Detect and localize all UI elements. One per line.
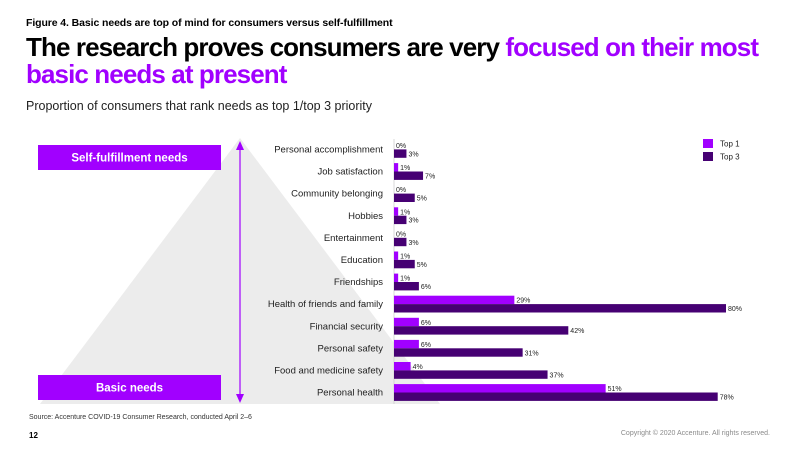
bar-top3 — [394, 370, 548, 379]
data-label-top1: 4% — [413, 364, 423, 371]
bar-top3 — [394, 237, 407, 247]
data-label-top3: 37% — [550, 372, 564, 379]
data-label-top3: 3% — [408, 151, 418, 158]
bar-top3 — [394, 348, 523, 357]
data-label-top1: 6% — [421, 342, 431, 349]
category-label: Food and medicine safety — [274, 366, 383, 377]
category-label: Education — [341, 255, 383, 266]
legend-label-top3: Top 3 — [720, 153, 740, 162]
data-label-top3: 7% — [425, 174, 435, 181]
category-label: Personal safety — [318, 343, 384, 354]
source-note: Source: Accenture COVID-19 Consumer Rese… — [29, 414, 252, 421]
data-label-top3: 5% — [417, 262, 427, 269]
bar-top3 — [394, 215, 407, 225]
data-label-top3: 42% — [570, 328, 584, 335]
category-label: Entertainment — [324, 233, 384, 244]
data-label-top1: 1% — [400, 165, 410, 172]
data-label-top3: 5% — [417, 196, 427, 203]
data-label-top1: 6% — [421, 320, 431, 327]
bar-top3 — [394, 326, 569, 335]
legend-swatch-top3 — [703, 152, 713, 161]
bar-top1 — [394, 384, 606, 393]
category-label: Health of friends and family — [268, 299, 383, 310]
bar-top3 — [394, 282, 419, 291]
bar-top1 — [394, 251, 399, 260]
bottom-label-box — [38, 375, 221, 400]
category-label: Financial security — [310, 321, 384, 332]
bar-top1 — [394, 317, 419, 327]
bar-top1 — [394, 362, 411, 371]
data-label-top3: 80% — [728, 306, 742, 313]
category-label: Personal health — [317, 388, 383, 399]
headline-accent: focused on their most basic needs at pre… — [26, 32, 759, 89]
data-label-top1: 0% — [396, 143, 406, 150]
bottom-label-text: Basic needs — [96, 383, 163, 395]
data-label-top1: 0% — [396, 231, 406, 238]
data-label-top1: 51% — [608, 386, 622, 393]
chart-subtitle: Proportion of consumers that rank needs … — [26, 99, 373, 113]
bar-top1 — [394, 295, 515, 305]
data-label-top1: 1% — [400, 276, 410, 283]
legend-label-top1: Top 1 — [720, 140, 740, 149]
category-label: Community belonging — [291, 189, 383, 200]
top-label-box — [38, 145, 221, 170]
bar-top3 — [394, 193, 415, 202]
bar-top3 — [394, 259, 415, 269]
bar-top1 — [394, 339, 419, 349]
bar-top3 — [394, 304, 726, 313]
headline-text: The research proves consumers are very — [26, 32, 506, 62]
bar-top3 — [394, 392, 718, 401]
data-label-top3: 3% — [408, 218, 418, 225]
page-number: 12 — [29, 431, 38, 440]
bar-top3 — [394, 149, 407, 158]
top-label-text: Self-fulfillment needs — [71, 153, 187, 165]
legend-swatch-top1 — [703, 139, 713, 148]
data-label-top1: 1% — [400, 254, 410, 261]
data-label-top3: 78% — [720, 395, 734, 402]
data-label-top1: 0% — [396, 187, 406, 194]
category-label: Job satisfaction — [318, 167, 383, 178]
arrow-down-head — [236, 394, 244, 403]
copyright-note: Copyright © 2020 Accenture. All rights r… — [620, 430, 770, 437]
data-label-top3: 6% — [421, 284, 431, 291]
category-label: Friendships — [334, 277, 383, 288]
data-label-top3: 31% — [525, 350, 539, 357]
data-label-top3: 3% — [408, 240, 418, 247]
data-label-top1: 1% — [400, 209, 410, 216]
headline: The research proves consumers are very f… — [26, 34, 786, 88]
bar-top3 — [394, 171, 424, 180]
bar-top1 — [394, 163, 399, 172]
arrow-up-head — [236, 141, 244, 150]
needs-chart: Self-fulfillment needs Basic needs Persona… — [38, 138, 742, 404]
data-label-top1: 29% — [516, 298, 530, 305]
figure-label: Figure 4. Basic needs are top of mind fo… — [26, 17, 393, 29]
category-label: Hobbies — [348, 211, 383, 222]
bar-top1 — [394, 273, 399, 282]
bar-top1 — [394, 207, 399, 216]
category-label: Personal accomplishment — [274, 145, 383, 156]
